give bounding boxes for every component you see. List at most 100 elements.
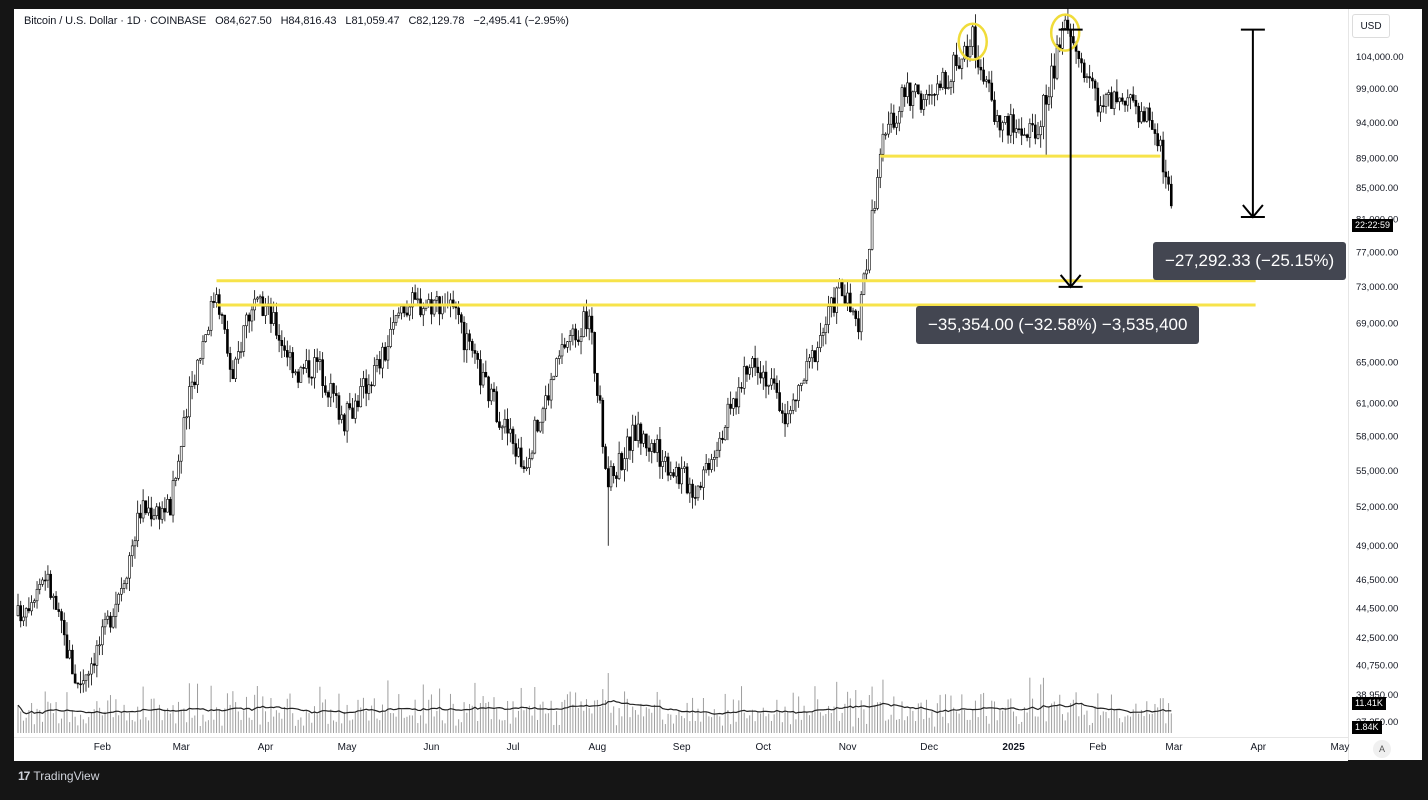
- volume-bar: [830, 713, 832, 733]
- candle-body: [870, 210, 874, 250]
- volume-bar: [1021, 721, 1023, 733]
- candle-body: [198, 358, 202, 361]
- symbol-label[interactable]: Bitcoin / U.S. Dollar · 1D · COINBASE: [24, 15, 207, 27]
- candle-body: [204, 334, 207, 342]
- currency-button[interactable]: USD: [1352, 14, 1390, 38]
- candle-body: [601, 399, 605, 448]
- volume-bar: [898, 719, 900, 733]
- auto-scale-button[interactable]: A: [1373, 740, 1391, 758]
- candle-body: [190, 381, 194, 387]
- candle-body: [1096, 87, 1100, 113]
- volume-bar: [199, 726, 201, 733]
- candle-body: [1077, 51, 1081, 59]
- candle-body: [169, 499, 172, 516]
- volume-bar: [265, 711, 267, 733]
- volume-bar: [868, 695, 870, 733]
- volume-bar: [118, 715, 120, 733]
- volume-bar: [517, 710, 519, 733]
- volume-bar: [308, 713, 310, 733]
- volume-bar: [583, 710, 585, 733]
- candle-body: [612, 466, 615, 477]
- measure-label-right[interactable]: −27,292.33 (−25.15%): [1153, 242, 1347, 280]
- volume-bar: [1081, 703, 1083, 733]
- candle-body: [98, 644, 101, 647]
- candle-body: [1110, 92, 1113, 109]
- candle-body: [498, 421, 501, 428]
- volume-bar: [983, 692, 985, 733]
- volume-bar: [286, 698, 288, 733]
- volume-bar: [254, 694, 256, 733]
- candle-body: [876, 177, 879, 209]
- volume-bar: [303, 725, 305, 733]
- peak-circle: [957, 22, 988, 61]
- candle-body: [383, 346, 387, 361]
- tradingview-brand[interactable]: 17 TradingView: [18, 769, 99, 783]
- candle-body: [726, 403, 730, 428]
- volume-bar: [692, 697, 694, 733]
- candle-body: [155, 506, 159, 516]
- volume-bar: [1127, 715, 1129, 733]
- candle-body: [351, 407, 354, 419]
- candle-body: [587, 315, 591, 330]
- volume-bar: [1121, 722, 1123, 733]
- candle-body: [345, 403, 349, 432]
- candle-body: [536, 419, 539, 432]
- candle-body: [884, 133, 887, 136]
- volume-bar: [245, 696, 247, 733]
- candle-body: [639, 423, 643, 444]
- candle-body: [566, 341, 569, 348]
- candle-body: [1001, 122, 1004, 131]
- volume-bar: [781, 722, 783, 733]
- candle-body: [454, 306, 458, 309]
- candle-body: [207, 329, 210, 335]
- volume-bar: [292, 713, 294, 733]
- candle-body: [1156, 133, 1159, 147]
- volume-bar: [267, 721, 269, 733]
- volume-bar: [123, 704, 125, 733]
- candle-body: [231, 369, 235, 379]
- volume-bar: [31, 702, 33, 733]
- volume-bar: [588, 708, 590, 733]
- candle-body: [370, 384, 373, 387]
- volume-bar: [341, 723, 343, 733]
- time-tick-label: Dec: [920, 742, 938, 753]
- volume-bar: [338, 693, 340, 733]
- volume-bar: [430, 694, 432, 733]
- volume-bar: [420, 715, 422, 733]
- volume-bar: [882, 679, 884, 733]
- candle-body: [62, 620, 66, 636]
- candle-body: [381, 346, 384, 369]
- candle-body: [1134, 100, 1138, 107]
- volume-bar: [580, 701, 582, 733]
- candle-body: [993, 99, 996, 122]
- candle-body: [242, 325, 246, 352]
- candle-body: [751, 358, 754, 369]
- volume-bar: [360, 707, 362, 733]
- candle-body: [19, 605, 23, 622]
- volume-bar: [988, 723, 990, 733]
- candle-body: [1107, 92, 1111, 95]
- volume-bar: [634, 710, 636, 733]
- volume-bar: [482, 696, 484, 733]
- volume-bar: [273, 716, 275, 733]
- candle-body: [506, 418, 509, 434]
- time-tick-label: Jun: [423, 742, 439, 753]
- candle-body: [623, 458, 626, 470]
- volume-bar: [202, 714, 204, 733]
- volume-bar: [401, 709, 403, 733]
- candle-body: [397, 312, 401, 316]
- candle-body: [563, 344, 567, 348]
- volume-bar: [150, 698, 152, 733]
- volume-bar: [849, 698, 851, 733]
- measure-label-center[interactable]: −35,354.00 (−32.58%) −3,535,400: [916, 306, 1200, 344]
- candle-body: [511, 428, 515, 444]
- candle-body: [800, 382, 803, 386]
- volume-bar: [1056, 705, 1058, 733]
- volume-bar: [452, 703, 454, 733]
- price-axis[interactable]: [1348, 9, 1393, 760]
- volume-bar: [50, 703, 52, 733]
- time-axis[interactable]: [14, 737, 1348, 761]
- candle-body: [215, 294, 218, 303]
- candle-body: [661, 461, 664, 467]
- volume-bar: [961, 694, 963, 733]
